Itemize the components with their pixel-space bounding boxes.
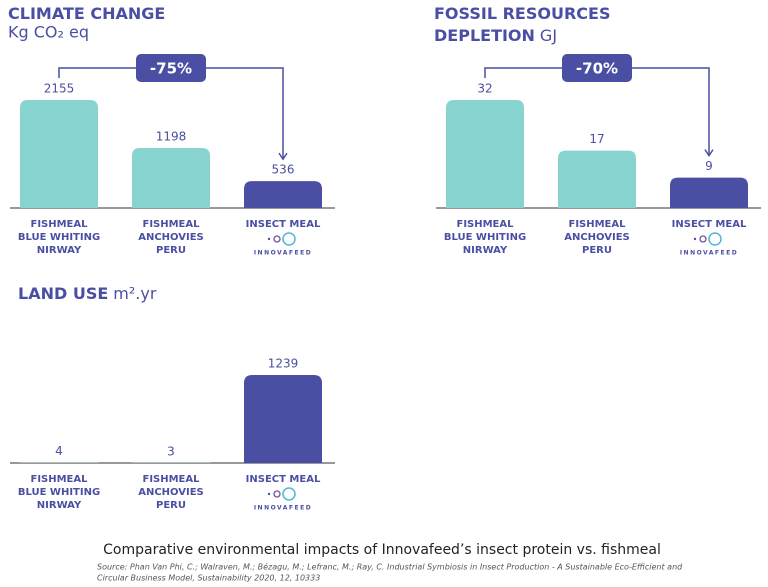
annotation-badge xyxy=(136,54,206,82)
category-label: INSECT MEAL xyxy=(246,219,321,230)
chart-title: DEPLETION xyxy=(434,26,535,45)
bar xyxy=(558,150,636,208)
annotation-text: -70% xyxy=(576,60,618,78)
category-label: BLUE WHITING xyxy=(18,232,100,243)
category-label: INSECT MEAL xyxy=(672,219,747,230)
annotation-badge xyxy=(562,54,632,82)
category-label: ANCHOVIES xyxy=(564,232,630,243)
logo-dot xyxy=(267,492,271,496)
chart-title: CLIMATE CHANGE xyxy=(8,4,165,23)
logo-ring xyxy=(273,490,281,498)
arrow-head xyxy=(278,152,288,161)
category-label: BLUE WHITING xyxy=(18,487,100,498)
caption: Comparative environmental impacts of Inn… xyxy=(103,542,661,558)
chart-title: CLIMATE CHANGE xyxy=(8,4,165,23)
category-label: ANCHOVIES xyxy=(138,232,204,243)
category-label: INSECT MEAL xyxy=(246,474,321,485)
logo-text: INNOVAFEED xyxy=(254,505,312,512)
category-label: PERU xyxy=(582,245,612,256)
value-label: 32 xyxy=(477,82,492,96)
category-label: PERU xyxy=(156,245,186,256)
chart-title: LAND USE xyxy=(18,284,108,303)
bar xyxy=(132,147,210,208)
category-label: FISHMEAL xyxy=(142,474,200,485)
arrow-head xyxy=(704,149,714,157)
logo-dot xyxy=(693,237,697,241)
logo-text: INNOVAFEED xyxy=(680,250,738,257)
logo-ring xyxy=(708,232,722,246)
value-label: 4 xyxy=(55,444,63,458)
category-label: BLUE WHITING xyxy=(444,232,526,243)
value-label: 1239 xyxy=(268,357,299,371)
source: Circular Business Model, Sustainability … xyxy=(97,574,320,583)
logo-ring xyxy=(273,235,281,243)
bar xyxy=(244,375,322,463)
value-label: 9 xyxy=(705,159,713,173)
unit: Kg CO₂ eq xyxy=(8,23,89,42)
chart-title: FOSSIL RESOURCES xyxy=(434,4,610,23)
category-label: FISHMEAL xyxy=(142,219,200,230)
value-label: 17 xyxy=(589,132,604,146)
category-label: FISHMEAL xyxy=(456,219,514,230)
category-label: FISHMEAL xyxy=(30,219,88,230)
logo-text: INNOVAFEED xyxy=(254,250,312,257)
category-label: PERU xyxy=(156,500,186,511)
logo-dot xyxy=(267,237,271,241)
bar xyxy=(244,181,322,208)
category-label: ANCHOVIES xyxy=(138,487,204,498)
bar xyxy=(20,100,98,208)
value-label: 1198 xyxy=(156,129,187,143)
logo-ring xyxy=(282,232,296,246)
chart-title: LAND USE m².yr xyxy=(18,284,157,303)
source: Source: Phan Van Phi, C.; Walraven, M.; … xyxy=(97,562,683,572)
bar xyxy=(446,100,524,208)
category-label: NIRWAY xyxy=(37,245,82,256)
chart-title: DEPLETION GJ xyxy=(434,26,557,45)
bar xyxy=(670,177,748,208)
value-label: 2155 xyxy=(44,82,75,96)
value-label: 3 xyxy=(167,444,175,458)
logo-ring xyxy=(699,235,707,243)
unit: GJ xyxy=(540,26,557,45)
category-label: FISHMEAL xyxy=(568,219,626,230)
category-label: FISHMEAL xyxy=(30,474,88,485)
chart-title: FOSSIL RESOURCES xyxy=(434,4,610,23)
unit: m².yr xyxy=(113,284,157,303)
category-label: NIRWAY xyxy=(37,500,82,511)
category-label: NIRWAY xyxy=(463,245,508,256)
logo-ring xyxy=(282,487,296,501)
annotation-text: -75% xyxy=(150,60,192,78)
value-label: 536 xyxy=(272,163,295,177)
